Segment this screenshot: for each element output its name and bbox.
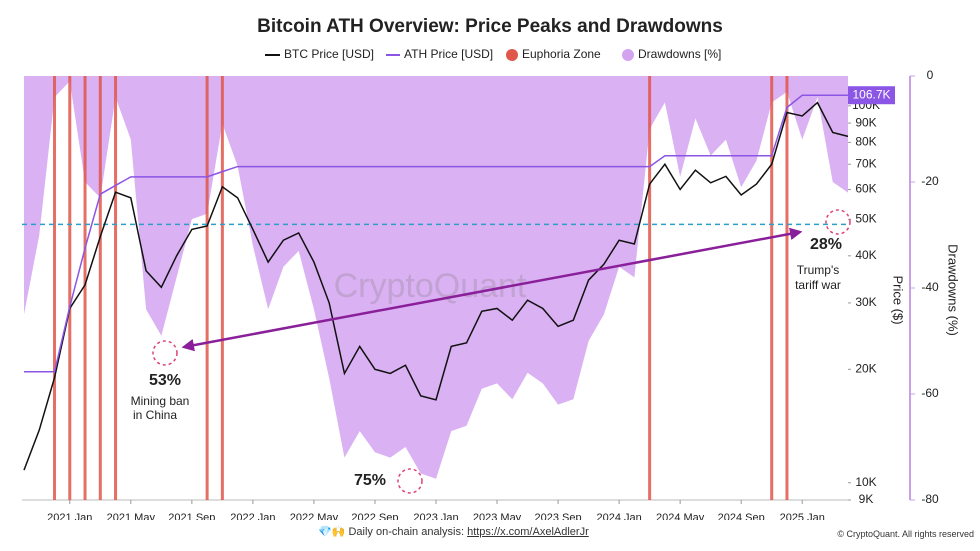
footer: 💎🙌 Daily on-chain analysis: https://x.co… bbox=[318, 525, 589, 538]
euphoria-zone bbox=[770, 76, 774, 500]
x-tick-label: 2025 Jan bbox=[780, 512, 825, 520]
euphoria-zone bbox=[785, 76, 789, 500]
value-label: 106.7K bbox=[852, 87, 890, 101]
y-tick-label: 50K bbox=[855, 211, 876, 225]
highlight-circle bbox=[825, 209, 851, 235]
euphoria-zone bbox=[205, 76, 209, 500]
euphoria-zone bbox=[53, 76, 57, 500]
chart-title: Bitcoin ATH Overview: Price Peaks and Dr… bbox=[257, 16, 723, 37]
x-tick-label: 2024 May bbox=[656, 512, 705, 520]
y-tick-label: 80K bbox=[855, 135, 876, 149]
x-tick-label: 2023 Sep bbox=[535, 512, 582, 520]
euphoria-zone bbox=[98, 76, 102, 500]
annotation-value: 53% bbox=[149, 372, 181, 389]
x-tick-label: 2021 Sep bbox=[168, 512, 215, 520]
legend-label: Drawdowns [%] bbox=[638, 47, 721, 61]
annotation-note: Trump's bbox=[797, 263, 840, 277]
arrow bbox=[181, 227, 803, 352]
y-tick-label: 9K bbox=[859, 492, 874, 506]
x-tick-label: 2024 Jan bbox=[596, 512, 641, 520]
y-tick-label: 30K bbox=[855, 295, 876, 309]
legend-label: Euphoria Zone bbox=[522, 47, 601, 61]
euphoria-zone bbox=[83, 76, 87, 500]
watermark: CryptoQuant bbox=[334, 267, 527, 305]
highlight-circle bbox=[397, 468, 423, 494]
legend-swatch bbox=[622, 49, 634, 61]
x-tick-label: 2022 Jan bbox=[230, 512, 275, 520]
y-tick-label: 40K bbox=[855, 248, 876, 262]
legend-label: ATH Price [USD] bbox=[404, 47, 493, 61]
y2-tick-label: 0 bbox=[927, 68, 934, 82]
x-tick-label: 2024 Sep bbox=[718, 512, 765, 520]
series-line bbox=[24, 94, 848, 373]
value-label-box bbox=[848, 86, 895, 105]
legend: BTC Price [USD] ATH Price [USD] Euphoria… bbox=[265, 47, 721, 61]
x-tick-label: 2023 May bbox=[473, 512, 522, 520]
annotations: 53% Mining ban in China 75% 28% Trump's … bbox=[131, 209, 851, 494]
legend-label: BTC Price [USD] bbox=[284, 47, 374, 61]
annotation-note: Mining ban bbox=[131, 394, 190, 408]
x-tick-label: 2022 Sep bbox=[351, 512, 398, 520]
x-tick-label: 2022 May bbox=[290, 512, 339, 520]
y-tick-label: 70K bbox=[855, 156, 876, 170]
highlight-circle bbox=[152, 340, 178, 366]
chart: Bitcoin ATH Overview: Price Peaks and Dr… bbox=[22, 16, 961, 524]
y2-tick-label: -20 bbox=[921, 174, 939, 188]
footer-link[interactable]: https://x.com/AxelAdlerJr bbox=[467, 526, 589, 538]
euphoria-zone bbox=[68, 76, 72, 500]
copyright: © CryptoQuant. All rights reserved bbox=[837, 529, 974, 539]
y-tick-label: 10K bbox=[855, 475, 876, 489]
y2-tick-label: -60 bbox=[921, 386, 939, 400]
y2-tick-label: -40 bbox=[921, 280, 939, 294]
euphoria-zone bbox=[220, 76, 224, 500]
annotation-value: 28% bbox=[810, 236, 842, 253]
series-line bbox=[23, 101, 849, 471]
x-tick-label: 2021 May bbox=[107, 512, 156, 520]
euphoria-zone bbox=[114, 76, 118, 500]
legend-swatch bbox=[506, 49, 518, 61]
y-tick-label: 60K bbox=[855, 182, 876, 196]
x-tick-label: 2023 Jan bbox=[413, 512, 458, 520]
y2-tick-label: -80 bbox=[921, 492, 939, 506]
y-axis-title: Price ($) bbox=[891, 275, 906, 324]
y-tick-label: 20K bbox=[855, 361, 876, 375]
y-tick-label: 90K bbox=[855, 115, 876, 129]
y2-axis-title: Drawdowns (%) bbox=[946, 244, 961, 336]
annotation-value: 75% bbox=[354, 472, 386, 489]
euphoria-zone bbox=[648, 76, 652, 500]
footer-text: 💎🙌 Daily on-chain analysis: bbox=[318, 526, 465, 538]
x-tick-label: 2021 Jan bbox=[47, 512, 92, 520]
annotation-note: tariff war bbox=[795, 278, 841, 292]
annotation-note: in China bbox=[133, 408, 177, 422]
